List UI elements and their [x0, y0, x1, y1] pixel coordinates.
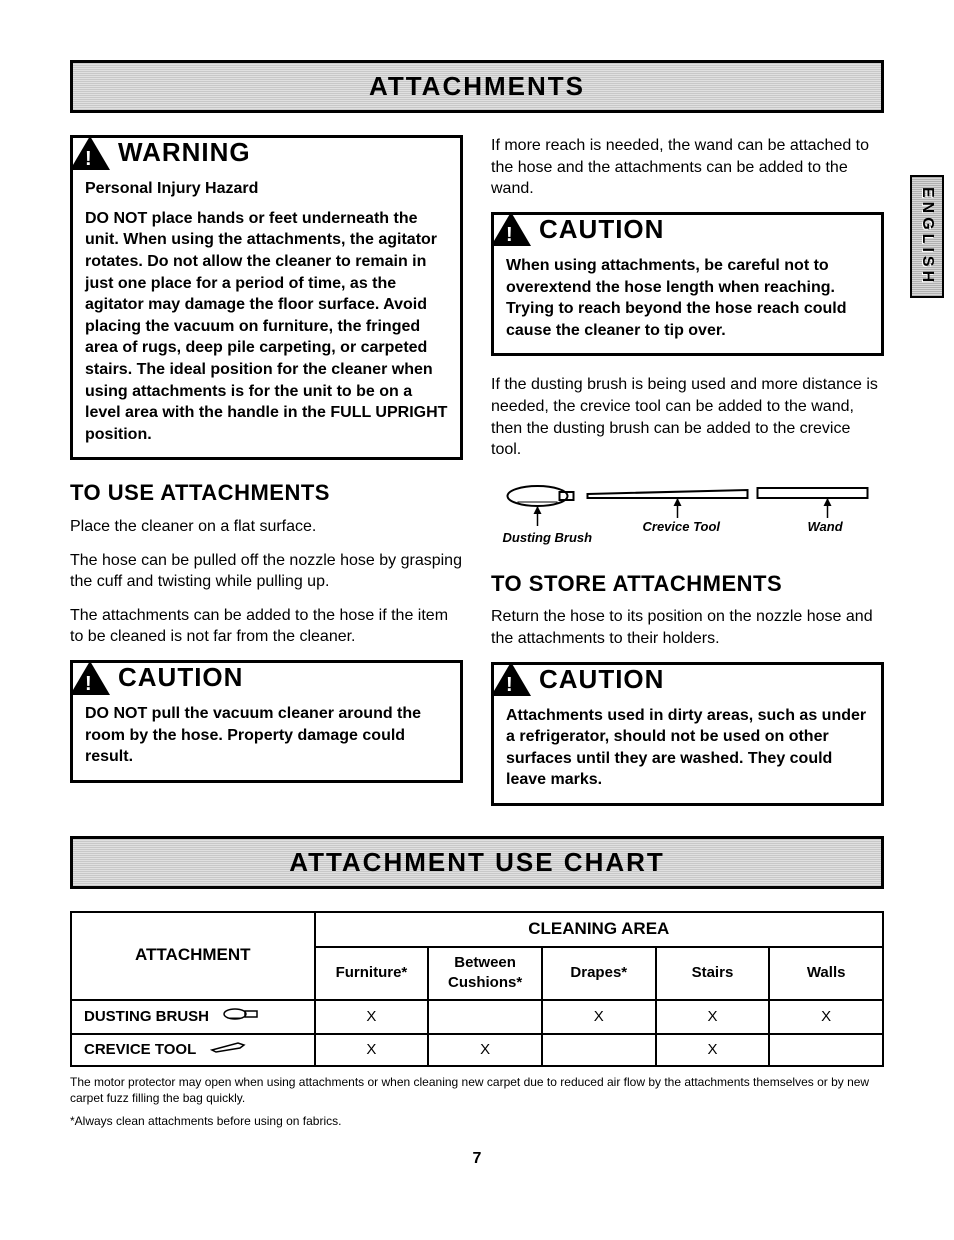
table-header-attachment: ATTACHMENT — [71, 912, 315, 999]
caution2-body: When using attachments, be careful not t… — [506, 255, 869, 341]
use-p2: The hose can be pulled off the nozzle ho… — [70, 550, 463, 593]
caution1-body: DO NOT pull the vacuum cleaner around th… — [85, 703, 448, 768]
store-p1: Return the hose to its position on the n… — [491, 606, 884, 649]
label-crevice: Crevice Tool — [643, 519, 721, 534]
table-super-header: CLEANING AREA — [315, 912, 883, 947]
warning-title: WARNING — [118, 135, 251, 170]
cell: X — [656, 1034, 770, 1066]
col-stairs: Stairs — [656, 947, 770, 1000]
footnote-1: The motor protector may open when using … — [70, 1075, 884, 1106]
warning-subtitle: Personal Injury Hazard — [85, 178, 448, 200]
caution-box-3: CAUTION Attachments used in dirty areas,… — [491, 662, 884, 806]
footnote-2: *Always clean attachments before using o… — [70, 1114, 884, 1130]
cell: X — [315, 1034, 429, 1066]
label-dusting: Dusting Brush — [503, 530, 593, 545]
warning-body: DO NOT place hands or feet underneath th… — [85, 208, 448, 446]
crevice-tool-icon — [210, 1040, 248, 1060]
col-drapes: Drapes* — [542, 947, 656, 1000]
caution-box-2: CAUTION When using attachments, be caref… — [491, 212, 884, 356]
english-tab: ENGLISH — [910, 175, 944, 298]
dusting-brush-icon — [223, 1006, 261, 1028]
two-column-layout: WARNING Personal Injury Hazard DO NOT pl… — [70, 135, 884, 824]
caution3-title: CAUTION — [539, 662, 664, 697]
caution-box-1: CAUTION DO NOT pull the vacuum cleaner a… — [70, 660, 463, 783]
cell: X — [315, 1000, 429, 1034]
caution1-title: CAUTION — [118, 660, 243, 695]
attachment-diagram: Dusting Brush Crevice Tool Wand — [491, 475, 884, 555]
use-attachments-heading: TO USE ATTACHMENTS — [70, 478, 463, 508]
use-p3: The attachments can be added to the hose… — [70, 605, 463, 648]
caution-triangle-icon — [70, 661, 110, 695]
row-name: CREVICE TOOL — [84, 1041, 196, 1058]
cell: X — [542, 1000, 656, 1034]
col-walls: Walls — [769, 947, 883, 1000]
store-attachments-heading: TO STORE ATTACHMENTS — [491, 569, 884, 599]
banner-attachments: ATTACHMENTS — [70, 60, 884, 113]
right-intro: If more reach is needed, the wand can be… — [491, 135, 884, 200]
row-dusting-brush: DUSTING BRUSH — [71, 1000, 315, 1034]
left-column: WARNING Personal Injury Hazard DO NOT pl… — [70, 135, 463, 824]
table-row: CREVICE TOOL X X X — [71, 1034, 883, 1066]
right-column: ENGLISH If more reach is needed, the wan… — [491, 135, 884, 824]
col-cushions: Between Cushions* — [428, 947, 542, 1000]
caution3-body: Attachments used in dirty areas, such as… — [506, 705, 869, 791]
cell — [769, 1034, 883, 1066]
caution2-title: CAUTION — [539, 212, 664, 247]
right-mid: If the dusting brush is being used and m… — [491, 374, 884, 460]
warning-triangle-icon — [70, 136, 110, 170]
label-wand: Wand — [808, 519, 844, 534]
page-number: 7 — [70, 1148, 884, 1170]
caution-triangle-icon — [491, 212, 531, 246]
cell: X — [769, 1000, 883, 1034]
cell: X — [428, 1034, 542, 1066]
attachment-use-chart-table: ATTACHMENT CLEANING AREA Furniture* Betw… — [70, 911, 884, 1067]
warning-box: WARNING Personal Injury Hazard DO NOT pl… — [70, 135, 463, 460]
banner-use-chart: ATTACHMENT USE CHART — [70, 836, 884, 889]
table-row: ATTACHMENT CLEANING AREA — [71, 912, 883, 947]
table-row: DUSTING BRUSH X X X X — [71, 1000, 883, 1034]
cell — [428, 1000, 542, 1034]
cell: X — [656, 1000, 770, 1034]
col-furniture: Furniture* — [315, 947, 429, 1000]
cell — [542, 1034, 656, 1066]
use-p1: Place the cleaner on a flat surface. — [70, 516, 463, 538]
row-name: DUSTING BRUSH — [84, 1008, 209, 1025]
row-crevice-tool: CREVICE TOOL — [71, 1034, 315, 1066]
caution-triangle-icon — [491, 662, 531, 696]
